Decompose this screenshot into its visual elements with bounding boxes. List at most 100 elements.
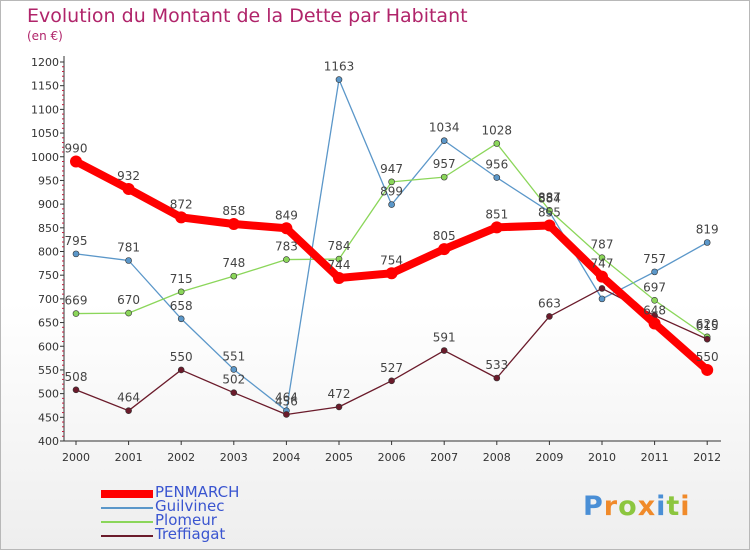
data-label: 783 — [275, 240, 298, 254]
data-label: 464 — [117, 391, 140, 405]
y-tick-label: 900 — [38, 198, 59, 211]
data-point — [385, 267, 398, 280]
data-label: 456 — [275, 394, 298, 408]
x-tick-label: 2006 — [378, 451, 406, 464]
data-point — [493, 174, 501, 181]
data-point — [440, 347, 448, 354]
y-tick-label: 1000 — [31, 151, 59, 164]
data-label: 648 — [643, 304, 666, 318]
x-tick-label: 2011 — [641, 451, 669, 464]
data-point — [333, 272, 345, 285]
data-point — [598, 285, 606, 292]
data-label: 947 — [380, 162, 403, 176]
data-label: 502 — [222, 373, 245, 387]
data-label: 887 — [538, 190, 561, 204]
data-label: 956 — [485, 158, 508, 172]
data-label: 855 — [538, 205, 561, 219]
data-label: 508 — [65, 370, 88, 384]
data-point — [703, 239, 711, 246]
data-label: 670 — [117, 293, 140, 307]
data-label: 620 — [696, 317, 719, 331]
x-tick-label: 2005 — [325, 451, 353, 464]
y-tick-label: 750 — [38, 269, 59, 282]
data-point — [388, 178, 395, 186]
logo-letter: i — [656, 491, 667, 522]
data-label: 748 — [222, 256, 245, 270]
y-tick-label: 950 — [38, 174, 59, 187]
x-tick-label: 2007 — [430, 451, 458, 464]
y-tick-label: 800 — [38, 246, 59, 259]
data-label: 990 — [65, 141, 88, 155]
data-label: 472 — [328, 387, 351, 401]
data-label: 784 — [328, 239, 351, 253]
data-label: 663 — [538, 296, 561, 310]
y-tick-label: 1150 — [31, 80, 59, 93]
data-label: 533 — [485, 358, 508, 372]
data-label: 1163 — [324, 60, 355, 74]
data-label: 527 — [380, 361, 403, 375]
x-tick-label: 2004 — [272, 451, 300, 464]
y-tick-label: 1100 — [31, 103, 59, 116]
logo-letter: r — [603, 491, 619, 522]
data-point — [388, 201, 395, 208]
data-point — [440, 137, 448, 144]
data-point — [438, 243, 451, 256]
data-point — [283, 411, 290, 418]
data-point — [701, 363, 714, 376]
data-point — [177, 366, 185, 374]
data-point — [493, 140, 501, 147]
y-tick-label: 850 — [38, 222, 59, 235]
data-point — [230, 366, 238, 373]
x-tick-label: 2008 — [483, 451, 511, 464]
x-tick-label: 2003 — [220, 451, 248, 464]
data-point — [177, 288, 185, 296]
data-point — [651, 268, 658, 276]
x-tick-label: 2000 — [62, 451, 90, 464]
data-label: 615 — [696, 319, 719, 333]
legend-label: Treffiagat — [155, 525, 226, 543]
legend-swatch — [101, 521, 153, 523]
data-label: 757 — [643, 252, 666, 266]
y-tick-label: 1200 — [31, 56, 59, 69]
data-point — [283, 256, 290, 263]
data-label: 744 — [328, 258, 351, 272]
data-point — [122, 182, 135, 195]
data-label: 464 — [275, 391, 298, 405]
data-point — [72, 386, 80, 394]
data-label: 550 — [696, 350, 719, 364]
data-point — [125, 309, 132, 317]
legend-label: Plomeur — [155, 511, 217, 529]
data-label: 851 — [485, 207, 508, 221]
data-label: 819 — [696, 222, 719, 236]
data-label: 884 — [538, 192, 561, 206]
data-label: 669 — [65, 294, 88, 308]
y-tick-label: 600 — [38, 340, 59, 353]
data-label: 715 — [170, 272, 193, 286]
data-label: 932 — [117, 169, 140, 183]
y-tick-label: 1050 — [31, 127, 59, 140]
data-point — [490, 221, 503, 234]
y-tick-label: 450 — [38, 411, 59, 424]
data-point — [335, 403, 343, 411]
data-point — [280, 222, 293, 235]
data-point — [598, 295, 606, 303]
legend-swatch — [101, 490, 153, 498]
logo-letter: i — [680, 491, 691, 522]
x-tick-label: 2010 — [588, 451, 616, 464]
data-label: 550 — [170, 350, 193, 364]
data-label: 781 — [117, 241, 140, 255]
logo-letter: P — [583, 491, 604, 522]
data-label: 551 — [222, 349, 245, 363]
data-point — [70, 155, 82, 168]
data-point — [227, 218, 240, 231]
data-label: 754 — [380, 253, 403, 267]
x-tick-label: 2009 — [535, 451, 563, 464]
data-point — [125, 407, 132, 414]
data-label: 849 — [275, 208, 298, 222]
data-point — [598, 254, 606, 261]
chart-axes: 400 450 500 550 600 650 700 750 800 850 900 950 1000… — [31, 56, 721, 464]
data-point — [335, 255, 343, 263]
data-point — [703, 335, 711, 343]
data-point — [546, 206, 553, 214]
